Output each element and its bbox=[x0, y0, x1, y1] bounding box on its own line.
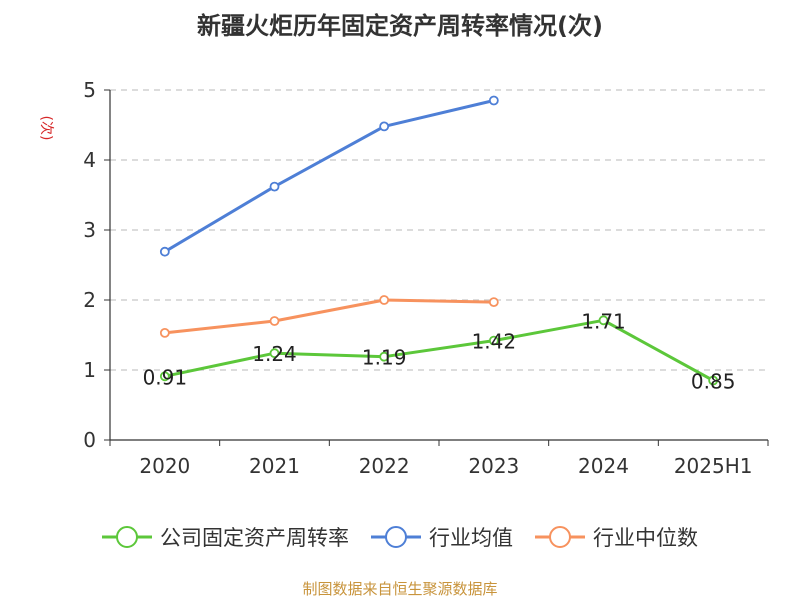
data-label: 0.85 bbox=[691, 370, 736, 394]
x-tick-label: 2025H1 bbox=[674, 454, 753, 478]
y-tick-label: 5 bbox=[83, 78, 96, 102]
data-point bbox=[598, 315, 609, 326]
legend-marker bbox=[385, 526, 407, 548]
data-point bbox=[488, 297, 499, 308]
chart-title: 新疆火炬历年固定资产周转率情况(次) bbox=[197, 12, 603, 40]
series-line bbox=[163, 298, 496, 335]
axes: 0 1 2 3 4 5 2020 2021 2022 2023 2024 2025H1 bbox=[83, 78, 769, 478]
data-point bbox=[488, 95, 499, 106]
legend-label: 行业均值 bbox=[429, 526, 513, 550]
legend: 公司固定资产周转率 行业均值 行业中位数 bbox=[102, 526, 698, 550]
y-axis-label: (次) bbox=[38, 116, 54, 141]
data-point bbox=[379, 121, 390, 132]
data-point bbox=[379, 351, 390, 362]
y-tick-label: 2 bbox=[83, 288, 96, 312]
legend-item: 行业中位数 bbox=[535, 526, 698, 550]
data-point bbox=[269, 316, 280, 326]
data-point bbox=[159, 371, 170, 382]
legend-item: 公司固定资产周转率 bbox=[102, 526, 349, 550]
legend-marker bbox=[116, 526, 138, 548]
source-note: 制图数据来自恒生聚源数据库 bbox=[302, 580, 497, 598]
data-point bbox=[159, 327, 170, 338]
data-point bbox=[708, 375, 719, 386]
x-tick-label: 2022 bbox=[359, 454, 410, 478]
data-label: 0.91 bbox=[143, 365, 188, 389]
legend-label: 行业中位数 bbox=[593, 526, 698, 550]
legend-label: 公司固定资产周转率 bbox=[160, 526, 349, 550]
x-tick-label: 2024 bbox=[578, 454, 629, 478]
data-point bbox=[159, 246, 170, 257]
data-point bbox=[379, 295, 390, 305]
data-label: 1.24 bbox=[252, 342, 297, 366]
data-label: 1.42 bbox=[472, 330, 517, 354]
data-point bbox=[269, 348, 280, 359]
y-tick-label: 4 bbox=[83, 148, 96, 172]
y-tick-label: 1 bbox=[83, 358, 96, 382]
data-point bbox=[269, 181, 280, 192]
data-labels: 0.91 1.24 1.19 1.42 1.71 0.85 bbox=[143, 309, 736, 393]
series-line bbox=[163, 318, 715, 382]
data-label: 1.71 bbox=[581, 309, 626, 333]
y-tick-label: 0 bbox=[83, 428, 96, 452]
legend-item: 行业均值 bbox=[371, 526, 513, 550]
series-line bbox=[163, 99, 496, 254]
x-tick-label: 2021 bbox=[249, 454, 300, 478]
legend-marker bbox=[549, 526, 571, 548]
data-point bbox=[488, 335, 499, 346]
x-tick-label: 2020 bbox=[139, 454, 190, 478]
data-label: 1.19 bbox=[362, 346, 407, 370]
x-tick-label: 2023 bbox=[468, 454, 519, 478]
series bbox=[159, 95, 719, 386]
y-tick-label: 3 bbox=[83, 218, 96, 242]
